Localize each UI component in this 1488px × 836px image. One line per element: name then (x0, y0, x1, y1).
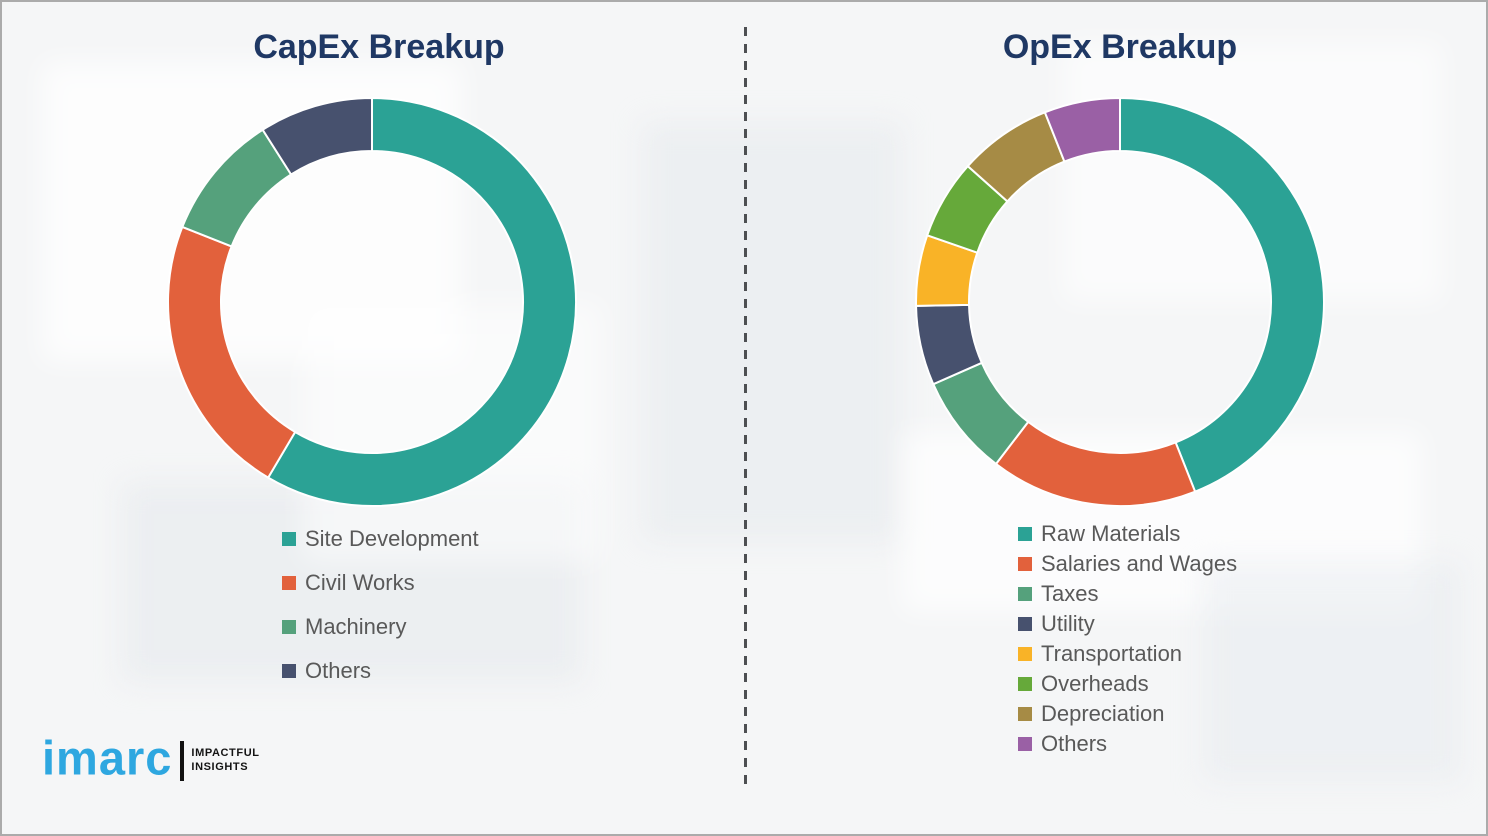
legend-label: Transportation (1041, 641, 1183, 666)
legend-item-taxes: Taxes (1018, 579, 1237, 609)
opex-chart-title: OpEx Breakup (1002, 28, 1238, 66)
logo-tagline: IMPACTFUL INSIGHTS (191, 747, 259, 775)
legend-swatch (282, 532, 296, 546)
legend-item-others: Others (1018, 729, 1237, 759)
legend-item-utility: Utility (1018, 609, 1237, 639)
donut-segment-site-development (266, 96, 578, 507)
legend-item-civil-works: Civil Works (282, 561, 479, 605)
legend-label: Others (1041, 731, 1108, 756)
legend-item-salaries-and-wages: Salaries and Wages (1018, 549, 1237, 579)
legend-item-machinery: Machinery (282, 605, 479, 649)
legend-item-others: Others (282, 649, 479, 693)
logo-divider-bar (180, 740, 185, 781)
legend-label: Machinery (305, 614, 407, 639)
legend-swatch (1018, 707, 1032, 721)
legend-label: Raw Materials (1041, 521, 1181, 546)
donut-segment-raw-materials (1119, 96, 1325, 493)
legend-swatch (282, 620, 296, 634)
background-watermark (1202, 562, 1462, 782)
legend-item-site-development: Site Development (282, 517, 479, 561)
legend-label: Overheads (1041, 671, 1149, 696)
dashed-divider-line (744, 27, 747, 792)
capex-legend: Site Development Civil Works Machinery Othe… (282, 517, 479, 693)
legend-swatch (1018, 737, 1032, 751)
donut-segment-salaries-and-wages (994, 420, 1197, 507)
legend-swatch (282, 664, 296, 678)
legend-swatch (1018, 647, 1032, 661)
imarc-logo-text: imarc (42, 730, 173, 785)
legend-label: Depreciation (1041, 701, 1165, 726)
legend-swatch (1018, 587, 1032, 601)
legend-swatch (282, 576, 296, 590)
logo-tagline-line1: IMPACTFUL (191, 746, 260, 759)
legend-swatch (1018, 557, 1032, 571)
legend-label: Others (305, 658, 372, 683)
donut-segment-civil-works (167, 225, 297, 479)
background-watermark (642, 122, 902, 542)
opex-donut-chart (915, 96, 1325, 507)
legend-item-depreciation: Depreciation (1018, 699, 1237, 729)
donut-segment-others (261, 96, 373, 176)
legend-item-overheads: Overheads (1018, 669, 1237, 699)
legend-item-raw-materials: Raw Materials (1018, 519, 1237, 549)
legend-swatch (1018, 677, 1032, 691)
imarc-logo: imarc IMPACTFUL INSIGHTS (42, 730, 260, 785)
legend-label: Civil Works (305, 570, 415, 595)
legend-swatch (1018, 527, 1032, 541)
legend-item-transportation: Transportation (1018, 639, 1237, 669)
legend-swatch (1018, 617, 1032, 631)
legend-label: Taxes (1041, 581, 1099, 606)
donut-segment-others (1043, 96, 1121, 163)
legend-label: Utility (1041, 611, 1095, 636)
legend-label: Salaries and Wages (1041, 551, 1238, 576)
capex-chart-title: CapEx Breakup (253, 28, 505, 66)
legend-label: Site Development (305, 526, 479, 551)
logo-tagline-line2: INSIGHTS (191, 760, 249, 773)
opex-legend: Raw Materials Salaries and Wages Taxes Util… (1018, 519, 1237, 759)
capex-donut-chart (167, 96, 578, 507)
